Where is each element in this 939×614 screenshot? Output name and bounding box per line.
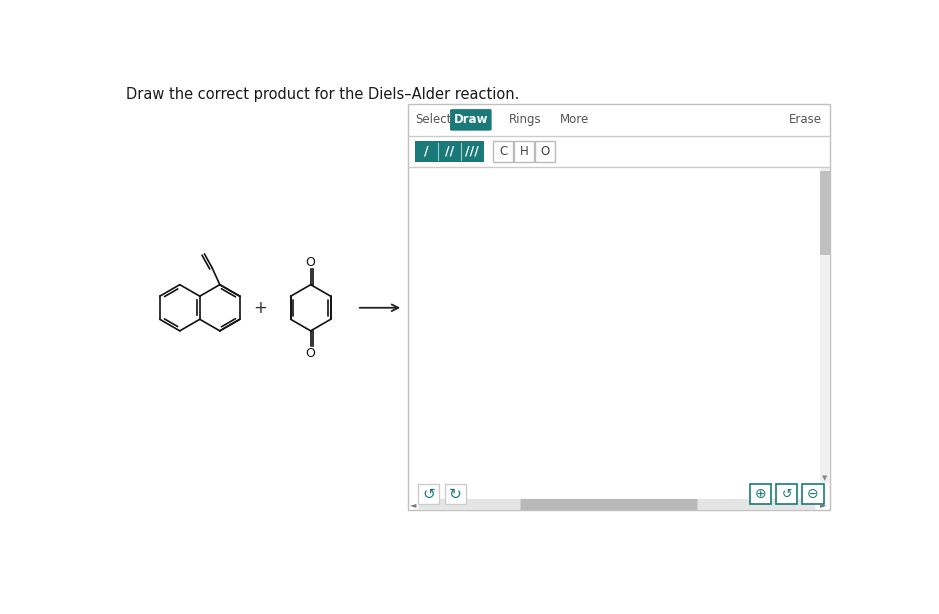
Text: C: C: [499, 145, 507, 158]
Text: H: H: [519, 145, 529, 158]
Text: ///: ///: [466, 145, 479, 158]
Text: //: //: [445, 145, 454, 158]
Text: ◄: ◄: [409, 500, 416, 508]
Text: ⊖: ⊖: [807, 487, 819, 501]
Text: ↻: ↻: [449, 487, 462, 502]
Text: Select: Select: [415, 114, 452, 126]
Text: Rings: Rings: [509, 114, 542, 126]
Bar: [534, 141, 555, 162]
Bar: [820, 167, 830, 483]
Bar: [820, 171, 830, 255]
Bar: [418, 484, 439, 504]
Text: /: /: [423, 145, 428, 158]
Text: +: +: [254, 299, 268, 317]
Bar: [408, 104, 830, 510]
Text: ►: ►: [820, 500, 826, 508]
Text: O: O: [306, 256, 316, 269]
Bar: [514, 141, 534, 162]
Text: Draw the correct product for the Diels–Alder reaction.: Draw the correct product for the Diels–A…: [126, 87, 519, 102]
Text: Erase: Erase: [790, 114, 823, 126]
Text: ⊕: ⊕: [755, 487, 766, 501]
Text: More: More: [560, 114, 589, 126]
Bar: [445, 484, 467, 504]
Bar: [749, 484, 771, 504]
Text: ↺: ↺: [423, 487, 435, 502]
Text: ▼: ▼: [822, 475, 827, 481]
FancyBboxPatch shape: [450, 109, 492, 131]
Text: O: O: [306, 347, 316, 360]
Bar: [802, 484, 824, 504]
Text: Draw: Draw: [454, 114, 488, 126]
Bar: [776, 484, 797, 504]
Text: O: O: [540, 145, 549, 158]
Text: ↺: ↺: [781, 488, 792, 500]
Bar: [415, 141, 484, 162]
Bar: [493, 141, 514, 162]
